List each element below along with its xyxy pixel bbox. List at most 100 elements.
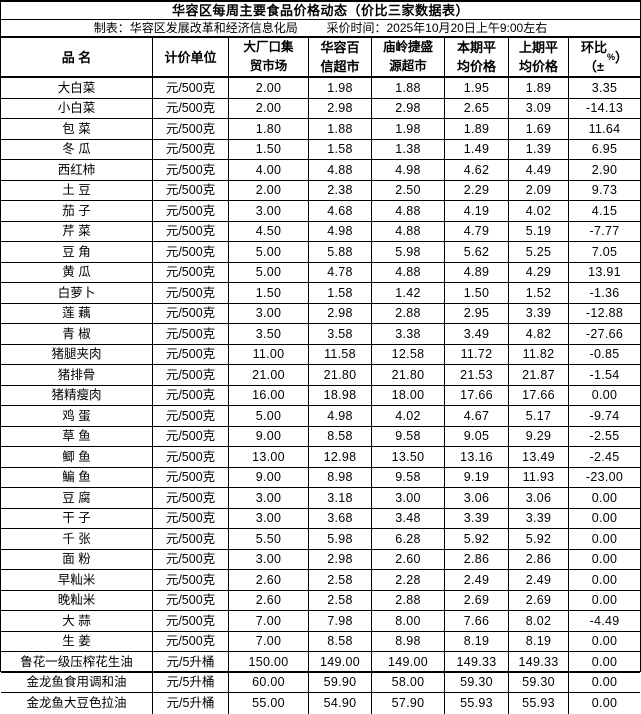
cell-name: 千 张	[1, 529, 153, 549]
column-header-name: 品 名	[1, 38, 153, 76]
cell-prev: 3.06	[509, 488, 569, 508]
cell-m2: 1.58	[309, 139, 372, 159]
cell-chg: 0.00	[591, 572, 618, 587]
cell-chg: 3.35	[591, 80, 618, 95]
cell-prev: 1.89	[509, 78, 569, 98]
cell-m3: 3.38	[372, 324, 445, 344]
cell-cur: 21.53	[445, 365, 509, 385]
cell-unit: 元/500克	[153, 78, 229, 98]
cell-name: 莲 藕	[1, 303, 153, 323]
cell-chg: 11.64	[588, 121, 621, 136]
cell-chg: 6.95	[591, 142, 618, 157]
cell-m1: 16.00	[229, 385, 309, 405]
cell-prev: 4.49	[509, 160, 569, 180]
cell-cur: 2.69	[445, 590, 509, 610]
cell-m1: 7.00	[229, 631, 309, 651]
cell-cur: 2.86	[445, 549, 509, 569]
cell-unit: 元/500克	[153, 365, 229, 385]
cell-cur: 4.89	[445, 262, 509, 282]
cell-m3: 2.28	[372, 570, 445, 590]
cell-chg: -12.88	[585, 306, 624, 321]
cell-chg: 13.91	[588, 265, 621, 280]
cell-m2: 11.58	[309, 344, 372, 364]
cell-m2: 1.88	[309, 119, 372, 139]
cell-m3: 5.98	[372, 242, 445, 262]
cell-m2: 2.38	[309, 180, 372, 200]
cell-m1: 5.50	[229, 529, 309, 549]
cell-m3: 4.02	[372, 406, 445, 426]
cell-cur: 149.33	[445, 652, 509, 672]
subtitle-line: 制表：华容区发展改革和经济信息化局 采价时间：2025年10月20日上午9:00…	[1, 20, 640, 36]
cell-m3: 4.98	[372, 160, 445, 180]
cell-m1: 3.00	[229, 549, 309, 569]
cell-prev: 3.39	[509, 508, 569, 528]
table-row: 白萝卜 元/500克 1.50 1.58 1.42 1.50 1.52 -1.36	[1, 283, 640, 304]
cell-name: 鲁花一级压榨花生油	[1, 652, 153, 672]
table-row: 豆 角元/500克 5.00 5.88 5.98 5.62 5.25 7.05	[1, 242, 640, 263]
cell-unit: 元/500克	[153, 324, 229, 344]
table-row: 莲 藕元/500克 3.00 2.98 2.88 2.95 3.39 -12.88	[1, 303, 640, 324]
cell-chg: -1.36	[589, 285, 620, 300]
table-row: 西红柿 元/500克 4.00 4.88 4.98 4.62 4.49 2.90	[1, 160, 640, 181]
cell-m1: 2.60	[229, 590, 309, 610]
cell-m3: 3.00	[372, 488, 445, 508]
cell-chg: 7.05	[591, 244, 618, 259]
cell-m3: 2.88	[372, 303, 445, 323]
cell-name: 猪腿夹肉	[1, 344, 153, 364]
cell-cur: 5.92	[445, 529, 509, 549]
cell-cur: 5.62	[445, 242, 509, 262]
cell-chg: -23.00	[585, 470, 624, 485]
cell-chg: -1.54	[589, 367, 620, 382]
cell-m1: 11.00	[229, 344, 309, 364]
cell-name: 晚籼米	[1, 590, 153, 610]
cell-chg: -7.77	[589, 224, 620, 239]
cell-cur: 4.19	[445, 201, 509, 221]
cell-chg: 0.00	[591, 696, 618, 711]
cell-prev: 1.52	[509, 283, 569, 303]
cell-m1: 60.00	[229, 672, 309, 692]
cell-prev: 4.82	[509, 324, 569, 344]
cell-m2: 4.78	[309, 262, 372, 282]
cell-m3: 1.38	[372, 139, 445, 159]
cell-m1: 5.00	[229, 262, 309, 282]
cell-unit: 元/500克	[153, 529, 229, 549]
cell-prev: 2.09	[509, 180, 569, 200]
cell-m2: 54.90	[309, 693, 372, 714]
table-row: 草 鱼元/500克 9.00 8.58 9.58 9.05 9.29 -2.55	[1, 426, 640, 447]
cell-prev: 17.66	[509, 385, 569, 405]
cell-chg: 0.00	[591, 511, 618, 526]
cell-chg: -9.74	[589, 408, 620, 423]
cell-m3: 13.50	[372, 447, 445, 467]
table-row: 猪排骨 元/500克 21.00 21.80 21.80 21.53 21.87 -1.54	[1, 365, 640, 386]
cell-unit: 元/500克	[153, 467, 229, 487]
table-row: 大白菜 元/500克 2.00 1.98 1.88 1.95 1.89 3.35	[1, 78, 640, 99]
cell-name: 芹 菜	[1, 221, 153, 241]
cell-cur: 4.79	[445, 221, 509, 241]
cell-name: 白萝卜	[1, 283, 153, 303]
cell-m1: 3.00	[229, 488, 309, 508]
cell-name: 早籼米	[1, 570, 153, 590]
cell-m3: 1.98	[372, 119, 445, 139]
cell-prev: 21.87	[509, 365, 569, 385]
cell-unit: 元/500克	[153, 549, 229, 569]
cell-m2: 149.00	[309, 652, 372, 672]
cell-unit: 元/500克	[153, 201, 229, 221]
cell-cur: 1.50	[445, 283, 509, 303]
cell-name: 豆 腐	[1, 488, 153, 508]
table-row: 冬 瓜元/500克 1.50 1.58 1.38 1.49 1.39 6.95	[1, 139, 640, 160]
cell-unit: 元/500克	[153, 385, 229, 405]
cell-cur: 11.72	[445, 344, 509, 364]
cell-cur: 2.95	[445, 303, 509, 323]
cell-m2: 1.98	[309, 78, 372, 98]
cell-m1: 4.50	[229, 221, 309, 241]
cell-chg: 4.15	[591, 203, 618, 218]
cell-unit: 元/500克	[153, 508, 229, 528]
cell-m2: 2.98	[309, 98, 372, 118]
table-row: 黄 瓜元/500克 5.00 4.78 4.88 4.89 4.29 13.91	[1, 262, 640, 283]
cell-unit: 元/500克	[153, 242, 229, 262]
cell-m1: 55.00	[229, 693, 309, 714]
cell-m3: 57.90	[372, 693, 445, 714]
cell-chg: -14.13	[585, 101, 624, 116]
table-row: 鲁花一级压榨花生油 元/5升桶 150.00 149.00 149.00 149.33 14…	[1, 652, 640, 673]
cell-m3: 6.28	[372, 529, 445, 549]
